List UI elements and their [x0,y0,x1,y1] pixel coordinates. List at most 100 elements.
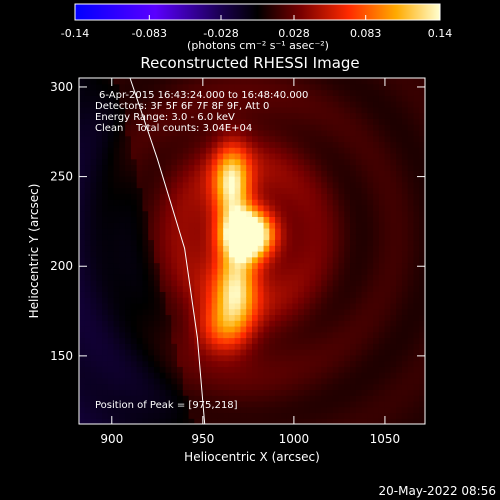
heatmap-cell [223,176,230,183]
heatmap-cell [171,372,178,379]
heatmap-cell [292,320,299,327]
heatmap-cell [344,256,351,264]
heatmap-cell [315,412,322,419]
heatmap-cell [298,337,305,344]
heatmap-cell [211,308,218,316]
heatmap-cell [419,216,425,223]
heatmap-cell [361,187,368,194]
heatmap-cell [344,233,351,241]
heatmap-cell [96,233,103,241]
heatmap-cell [177,170,184,177]
heatmap-cell [263,285,270,292]
heatmap-cell [113,147,120,154]
heatmap-cell [84,176,92,183]
heatmap-cell [136,377,144,385]
heatmap-cell [390,164,397,171]
heatmap-cell [298,308,305,316]
heatmap-cell [84,320,92,327]
heatmap-cell [269,366,276,373]
heatmap-cell [378,176,386,183]
heatmap-cell [188,337,195,344]
heatmap-cell [419,227,425,235]
heatmap-cell [373,383,380,390]
heatmap-cell [275,297,282,304]
heatmap-cell [384,343,391,350]
heatmap-cell [269,152,276,160]
heatmap-cell [263,210,270,217]
heatmap-cell [228,239,236,246]
heatmap-cell [125,251,132,258]
heatmap-cell [79,360,86,367]
heatmap-cell [419,308,425,316]
heatmap-cell [350,285,357,292]
heatmap-cell [136,349,144,356]
heatmap-cell [373,354,380,362]
heatmap-cell [401,297,409,304]
heatmap-cell [79,349,86,356]
heatmap-cell [136,268,144,275]
heatmap-cell [182,101,190,108]
heatmap-cell [419,210,425,217]
heatmap-cell [171,164,178,171]
heatmap-cell [321,395,328,402]
heatmap-cell [407,187,415,194]
heatmap-cell [361,297,368,304]
heatmap-cell [153,152,161,160]
heatmap-cell [234,377,242,385]
heatmap-cell [96,193,103,200]
heatmap-cell [303,222,311,229]
heatmap-cell [275,343,282,350]
heatmap-cell [205,78,213,85]
heatmap-cell [298,256,305,264]
heatmap-cell [113,233,120,241]
heatmap-cell [223,412,230,419]
heatmap-cell [194,412,201,419]
heatmap-cell [326,158,334,166]
heatmap-cell [125,89,132,96]
heatmap-cell [182,343,190,350]
heatmap-cell [298,112,305,119]
heatmap-cell [102,187,109,194]
heatmap-cell [280,147,288,154]
heatmap-cell [177,95,184,102]
heatmap-cell [292,106,299,114]
heatmap-cell [136,118,144,125]
heatmap-cell [165,383,172,390]
heatmap-cell [119,274,126,281]
heatmap-cell [165,147,172,154]
heatmap-cell [315,360,322,367]
heatmap-cell [90,406,97,414]
heatmap-cell [142,395,149,402]
heatmap-cell [205,400,213,408]
heatmap-cell [309,233,317,241]
heatmap-cell [136,291,144,298]
heatmap-cell [194,297,201,304]
heatmap-cell [326,325,334,333]
heatmap-cell [200,331,207,339]
heatmap-cell [384,354,391,362]
heatmap-cell [419,187,425,194]
heatmap-cell [90,164,97,171]
heatmap-cell [223,193,230,200]
heatmap-cell [84,141,92,148]
heatmap-cell [390,412,397,419]
heatmap-cell [228,170,236,177]
heatmap-cell [344,193,351,200]
heatmap-cell [413,325,420,333]
heatmap-cell [344,251,351,258]
heatmap-cell [378,395,386,402]
heatmap-cell [228,124,236,131]
heatmap-cell [217,164,224,171]
heatmap-cell [315,152,322,160]
heatmap-cell [286,239,293,246]
heatmap-cell [182,152,190,160]
heatmap-cell [148,325,155,333]
heatmap-cell [90,331,97,339]
heatmap-cell [136,199,144,206]
heatmap-cell [419,331,425,339]
heatmap-cell [159,291,167,298]
heatmap-cell [211,383,218,390]
heatmap-cell [234,262,242,269]
heatmap-cell [263,170,270,177]
heatmap-cell [286,418,293,424]
